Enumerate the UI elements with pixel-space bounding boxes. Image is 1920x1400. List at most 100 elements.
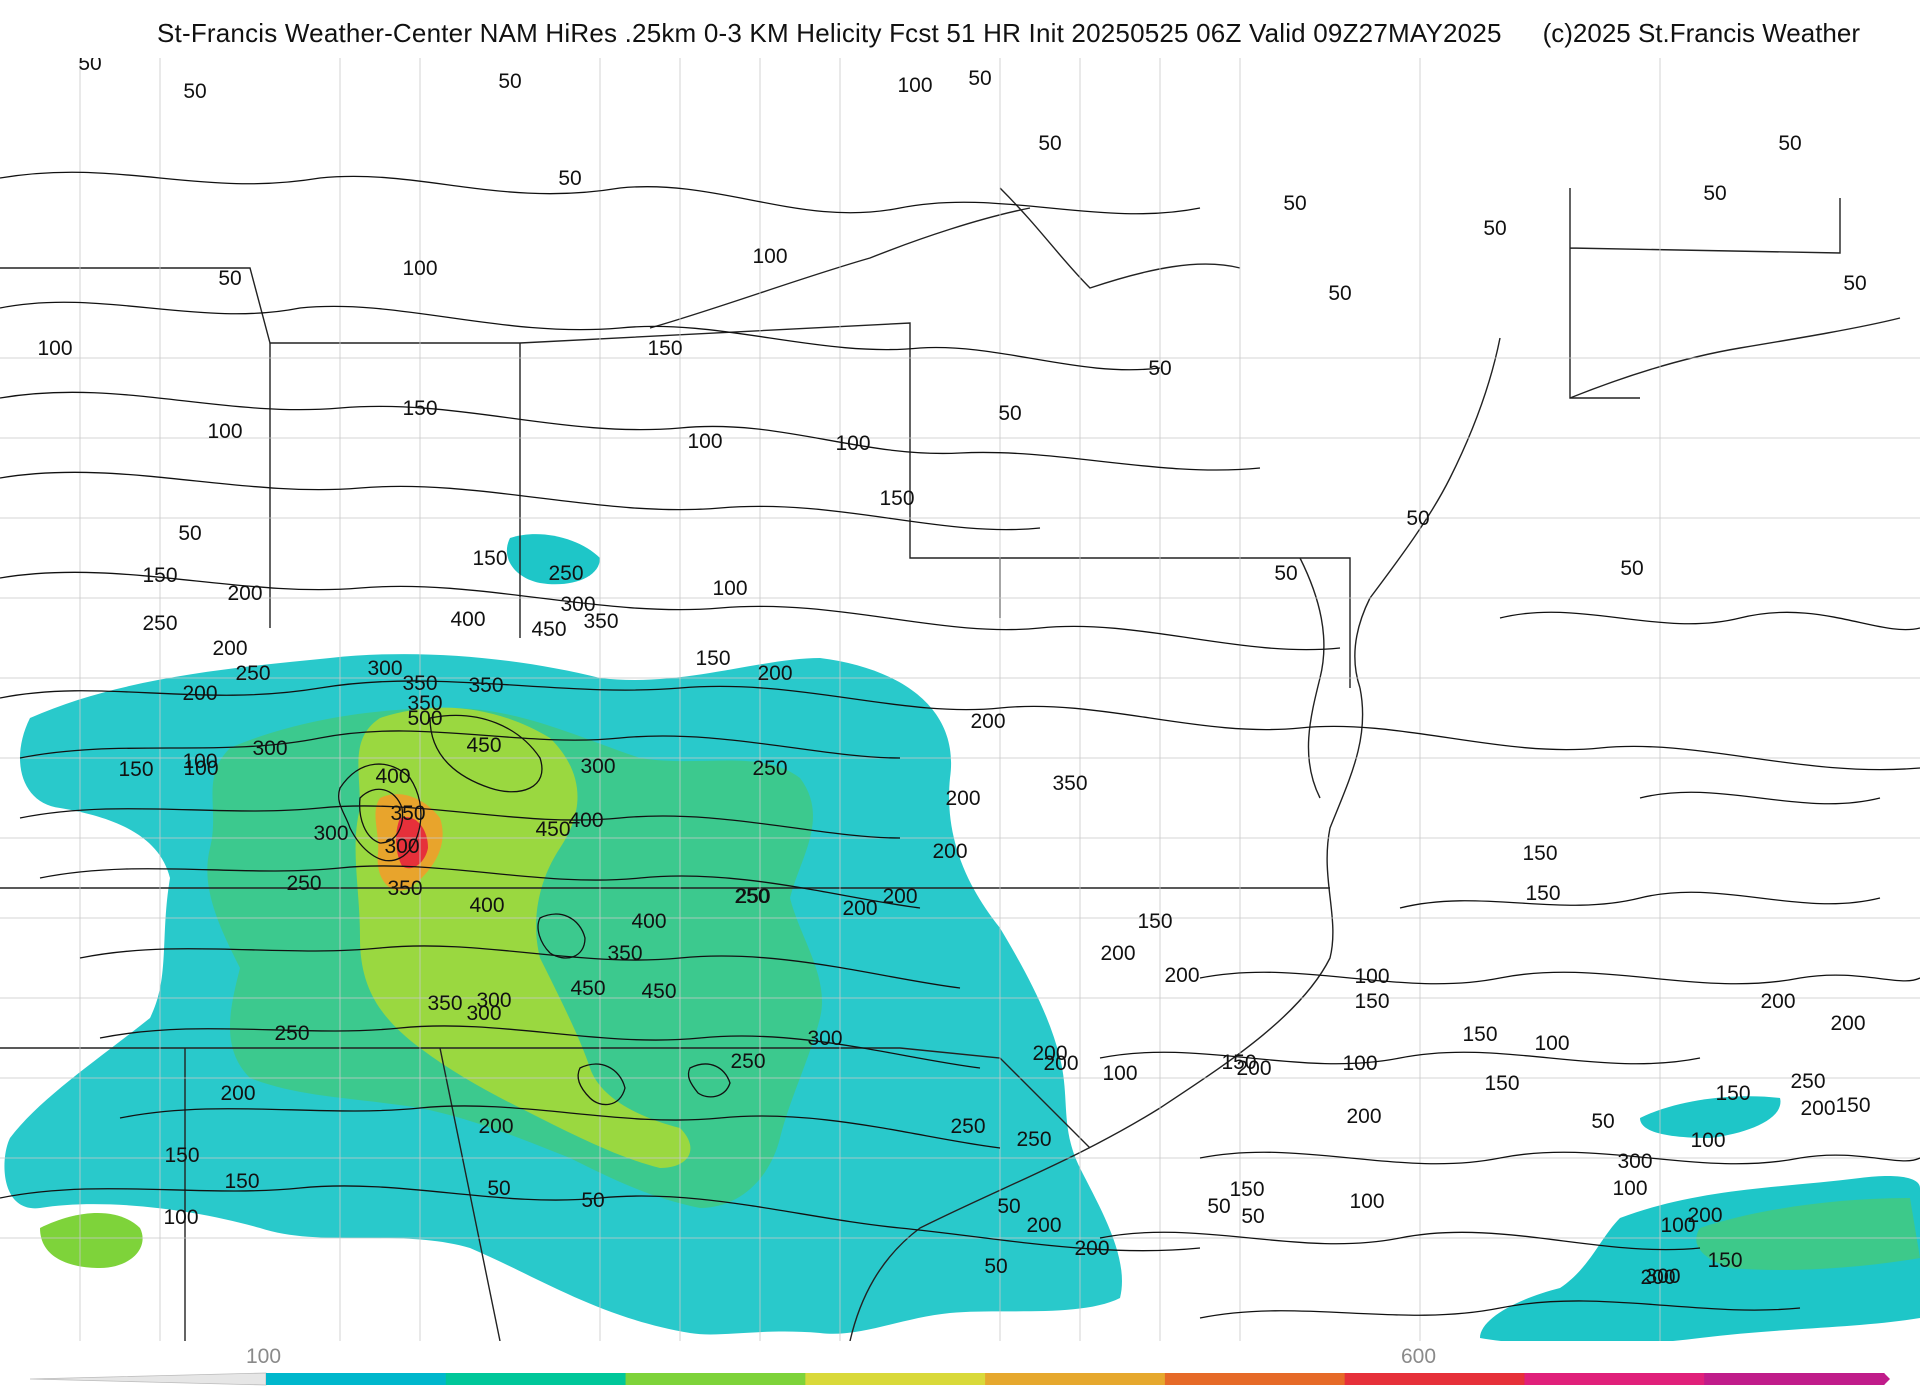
contour-label: 200 [1032,1042,1067,1065]
contour-label: 450 [641,980,676,1003]
contour-label: 250 [730,1050,765,1073]
contour-label: 450 [570,977,605,1000]
contour-label: 100 [1342,1052,1377,1075]
colorbar-segment [1344,1373,1525,1385]
contour-label: 400 [631,910,666,933]
contour-label: 200 [1830,1012,1865,1035]
contour-label: 250 [950,1115,985,1138]
contour-label: 350 [407,692,442,715]
contour-label: 300 [252,737,287,760]
contour-label: 350 [583,610,618,633]
helicity-map[interactable]: 50 50 50 50 50 100 50 50 50 50 50 100 100 50 50 50 100 15… [0,58,1920,1341]
contour-label: 100 [1534,1032,1569,1055]
contour-label: 50 [78,58,101,75]
contour-label: 350 [387,877,422,900]
contour-label: 450 [466,734,501,757]
contour-label: 350 [390,802,425,825]
contour-label: 300 [1645,1265,1680,1288]
contour-label: 250 [1016,1128,1051,1151]
colorbar-segment [1524,1373,1705,1385]
contour-label: 400 [450,608,485,631]
contour-label: 200 [945,787,980,810]
contour-label: 100 [183,757,218,780]
helicity-shading [4,534,1920,1341]
contour-label: 100 [1102,1062,1137,1085]
contour-label: 100 [182,750,217,773]
contour-label: 150 [1835,1094,1870,1117]
contour-label: 50 [997,1195,1020,1218]
contour-label: 100 [897,74,932,97]
contour-label: 250 [286,872,321,895]
contour-label: 200 [220,1082,255,1105]
contour-label: 200 [932,840,967,863]
helicity-contours [0,171,1920,1319]
contour-label: 300 [367,657,402,680]
contour-label: 100 [1349,1190,1384,1213]
colorbar-tick-label: 600 [1401,1345,1437,1368]
contour-label: 100 [1612,1177,1647,1200]
contour-label: 200 [1026,1214,1061,1237]
colorbar-segment [445,1373,627,1385]
contour-label: 50 [1274,562,1297,585]
contour-label: 350 [1052,772,1087,795]
contour-label: 150 [1484,1072,1519,1095]
contour-label: 300 [580,755,615,778]
contour-label: 50 [183,80,206,103]
contour-label: 200 [1760,990,1795,1013]
contour-label: 200 [882,885,917,908]
contour-label: 50 [998,402,1021,425]
contour-label: 50 [487,1177,510,1200]
contour-label: 50 [218,267,241,290]
colorbar-segment [985,1373,1166,1385]
contour-label: 100 [1354,965,1389,988]
contour-label: 200 [970,710,1005,733]
contour-label: 200 [1236,1057,1271,1080]
contour-label: 150 [647,337,682,360]
contour-label: 50 [1406,507,1429,530]
copyright-notice: (c)2025 St.Francis Weather [1542,18,1860,48]
contour-label: 300 [466,1002,501,1025]
contour-label: 50 [1038,132,1061,155]
contour-label: 300 [560,593,595,616]
contour-label: 50 [178,522,201,545]
contour-label: 200 [1100,942,1135,965]
contour-label: 150 [472,547,507,570]
contour-label: 450 [535,818,570,841]
contour-label: 100 [752,245,787,268]
contour-label: 500 [407,707,442,730]
contour-label: 350 [468,674,503,697]
contour-label: 50 [1148,357,1171,380]
contour-label: 150 [695,647,730,670]
contour-label: 100 [1660,1214,1695,1237]
contour-label: 200 [212,637,247,660]
color-scale-bar: 100 600 [0,1341,1920,1400]
contour-label: 50 [1283,192,1306,215]
contour-label: 50 [1591,1110,1614,1133]
contour-label: 400 [375,765,410,788]
contour-label: 350 [402,672,437,695]
contour-label: 150 [118,758,153,781]
contour-label: 200 [182,682,217,705]
contour-label: 300 [807,1027,842,1050]
contour-label: 450 [531,618,566,641]
contour-label: 150 [1462,1023,1497,1046]
contour-label: 200 [1164,964,1199,987]
colorbar-segment [1164,1373,1346,1385]
contour-label: 150 [164,1144,199,1167]
contour-label: 200 [1043,1052,1078,1075]
contour-label: 150 [1221,1051,1256,1074]
contour-label: 300 [313,822,348,845]
contour-label: 400 [568,809,603,832]
contour-label: 50 [1207,1195,1230,1218]
contour-label: 150 [1522,842,1557,865]
contour-label: 50 [984,1255,1007,1278]
contour-label: 100 [37,337,72,360]
contour-label: 50 [968,67,991,90]
contour-label: 200 [1687,1204,1722,1227]
contour-label: 50 [498,70,521,93]
contour-label: 200 [1074,1237,1109,1260]
contour-label: 200 [842,897,877,920]
contour-label: 100 [1690,1129,1725,1152]
contour-label: 250 [734,885,769,908]
contour-label: 50 [581,1189,604,1212]
